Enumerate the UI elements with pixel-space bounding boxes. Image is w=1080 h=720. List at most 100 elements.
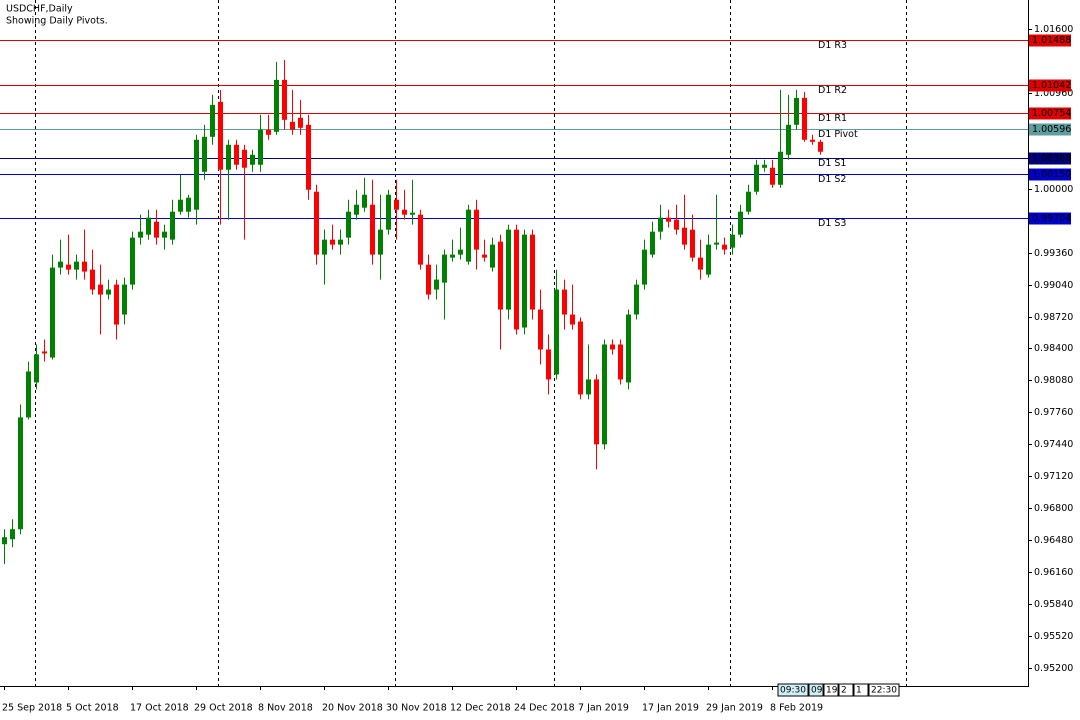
- candle-body: [458, 249, 463, 255]
- pivot-price-label: 1.01488: [1032, 35, 1071, 46]
- candle-body: [322, 239, 327, 255]
- candle-body: [274, 79, 279, 132]
- candle-body: [98, 284, 103, 295]
- pivot-price-label: 0.99704: [1032, 213, 1071, 224]
- candle-body: [674, 219, 679, 230]
- candle-body: [522, 234, 527, 328]
- candle-body: [810, 139, 815, 142]
- candle-body: [234, 144, 239, 165]
- candle-body: [450, 254, 455, 258]
- candle-body: [114, 284, 119, 325]
- y-tick-label: 0.98080: [1034, 375, 1073, 386]
- y-tick-label: 0.98400: [1034, 343, 1073, 354]
- pivot-name: D1 R1: [818, 113, 847, 124]
- candle-body: [386, 194, 391, 230]
- pivot-name: D1 Pivot: [818, 129, 858, 140]
- candle-body: [434, 279, 439, 290]
- candle-body: [578, 321, 583, 395]
- candle-body: [506, 229, 511, 310]
- candle-body: [306, 124, 311, 190]
- session-box: [777, 683, 809, 697]
- candle-body: [570, 314, 575, 325]
- candle-body: [490, 244, 495, 268]
- candle-body: [210, 104, 215, 137]
- candle-body: [162, 231, 167, 238]
- y-tick-label: 0.95840: [1034, 599, 1073, 610]
- pivot-price-box: [1029, 34, 1071, 47]
- candle-body: [530, 234, 535, 310]
- pivot-price-label: 1.00308: [1032, 153, 1071, 164]
- candle-body: [354, 204, 359, 215]
- x-tick-label: 7 Jan 2019: [578, 703, 629, 714]
- candle-body: [466, 209, 471, 262]
- candle-body: [442, 254, 447, 283]
- candle-body: [258, 129, 263, 165]
- candle-body: [482, 254, 487, 258]
- x-tick-label: 25 Sep 2018: [2, 703, 62, 714]
- candle-body: [66, 264, 71, 270]
- candle-body: [194, 139, 199, 210]
- y-tick-label: 0.95200: [1034, 663, 1073, 674]
- session-box: [853, 683, 869, 697]
- candle-body: [514, 229, 519, 330]
- candle-body: [146, 217, 151, 235]
- y-tick-label: 0.96480: [1034, 535, 1073, 546]
- pivot-price-box: [1029, 152, 1071, 165]
- candle-body: [42, 351, 47, 354]
- y-tick-label: 1.01600: [1034, 24, 1073, 35]
- candle-body: [402, 209, 407, 215]
- candle-body: [746, 191, 751, 212]
- y-tick-label: 0.96800: [1034, 503, 1073, 514]
- candle-body: [658, 217, 663, 232]
- pivot-price-box: [1029, 107, 1071, 120]
- candle-body: [138, 231, 143, 238]
- candle-body: [594, 379, 599, 445]
- candle-body: [314, 191, 319, 255]
- candle-body: [250, 154, 255, 165]
- candle-body: [50, 267, 55, 358]
- candle-body: [690, 229, 695, 258]
- candle-body: [202, 136, 207, 172]
- x-tick-label: 17 Jan 2019: [642, 703, 699, 714]
- candle-body: [602, 344, 607, 445]
- x-tick-label: 29 Oct 2018: [194, 703, 253, 714]
- candle-body: [538, 309, 543, 350]
- y-tick-label: 1.00960: [1034, 88, 1073, 99]
- y-tick-label: 0.99040: [1034, 280, 1073, 291]
- chart-title: USDCHF,Daily: [6, 4, 73, 15]
- candle-body: [26, 371, 31, 418]
- candle-body: [778, 151, 783, 185]
- candle-body: [546, 349, 551, 380]
- session-label: 2: [841, 686, 847, 696]
- candle-body: [74, 261, 79, 270]
- candle-body: [154, 221, 159, 238]
- candle-body: [642, 249, 647, 285]
- candle-body: [554, 289, 559, 375]
- candle-body: [34, 354, 39, 383]
- candle-body: [618, 344, 623, 380]
- candle-body: [130, 237, 135, 285]
- candle-body: [418, 214, 423, 265]
- pivot-price-box: [1029, 212, 1071, 225]
- pivot-price-label: 1.00754: [1032, 108, 1071, 119]
- candle-body: [378, 229, 383, 255]
- candle-body: [730, 234, 735, 248]
- candle-body: [298, 117, 303, 128]
- candle-body: [682, 227, 687, 245]
- y-tick-label: 0.99360: [1034, 248, 1073, 259]
- x-tick-label: 24 Dec 2018: [514, 703, 575, 714]
- candle-body: [498, 241, 503, 310]
- candle-body: [10, 529, 15, 540]
- candle-body: [474, 209, 479, 250]
- session-label: 19: [826, 686, 838, 696]
- candle-body: [634, 284, 639, 315]
- candle-body: [794, 97, 799, 125]
- candle-body: [738, 211, 743, 235]
- candle-body: [410, 212, 415, 215]
- candle-body: [650, 231, 655, 255]
- candle-body: [394, 199, 399, 210]
- x-tick-label: 17 Oct 2018: [130, 703, 189, 714]
- pivot-price-label: 1.00596: [1032, 124, 1071, 135]
- candle-body: [762, 164, 767, 168]
